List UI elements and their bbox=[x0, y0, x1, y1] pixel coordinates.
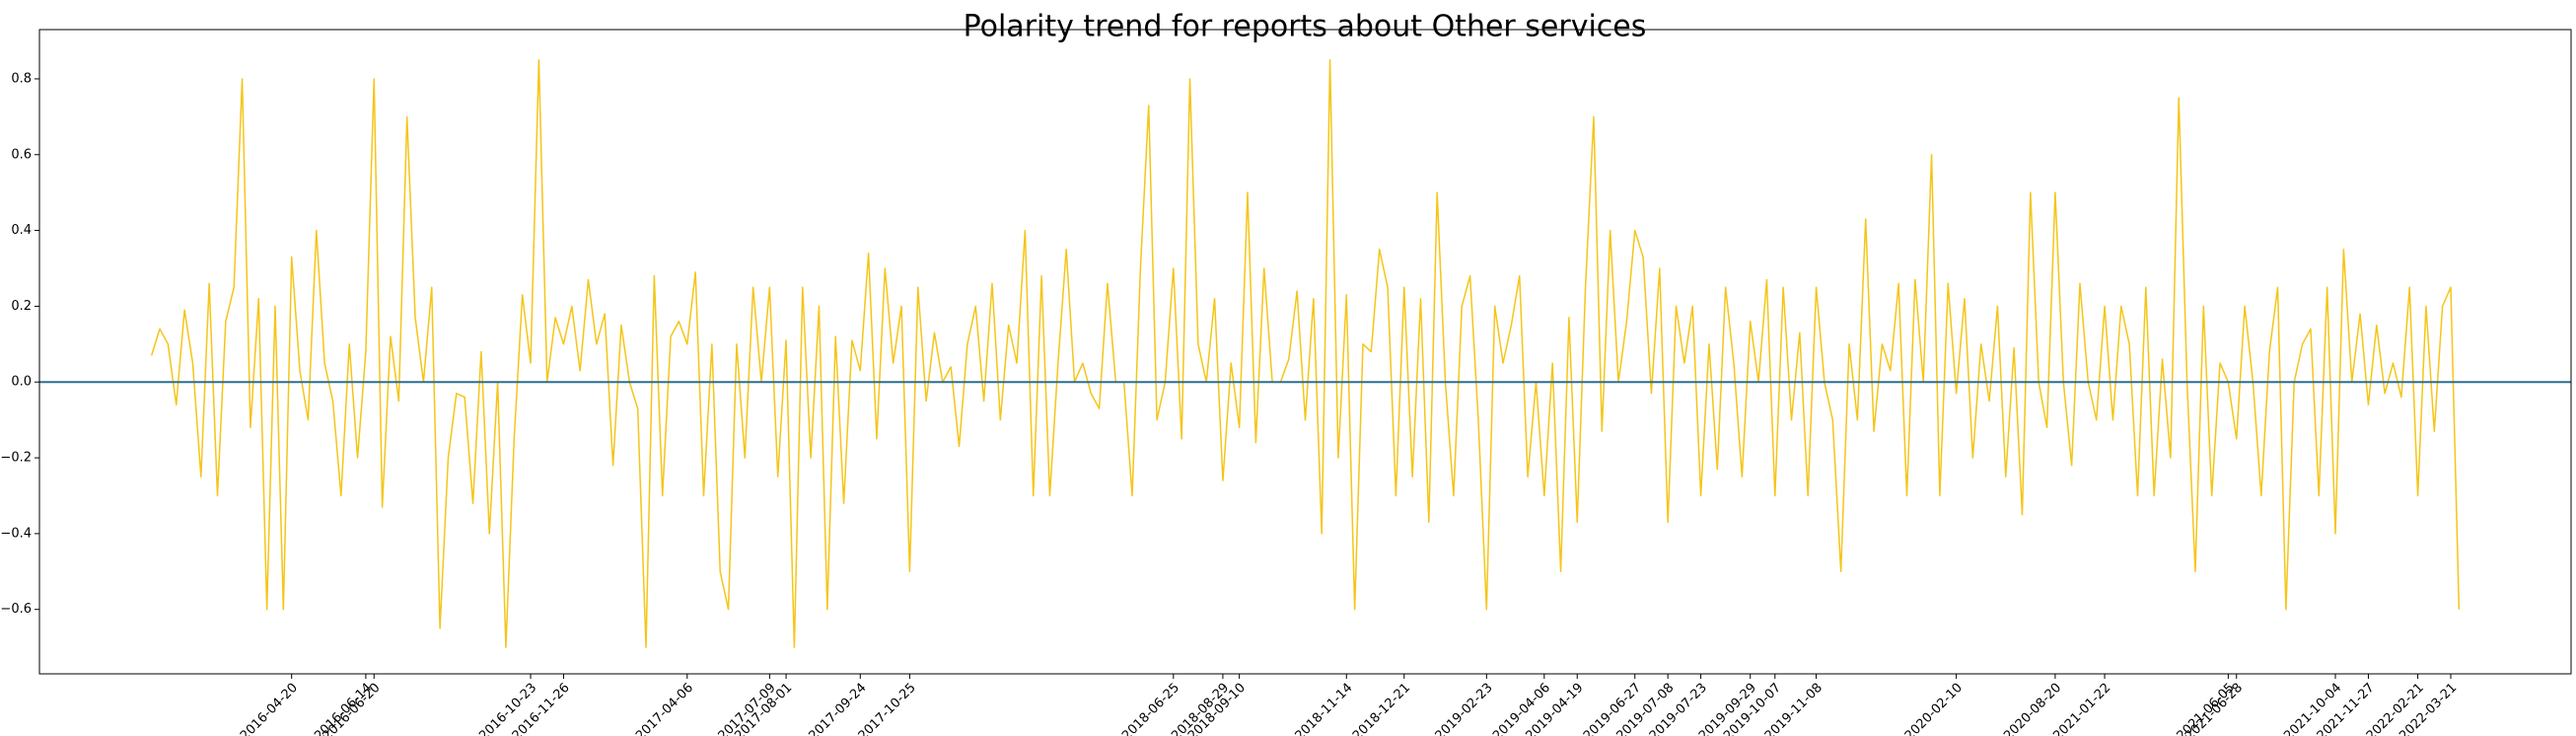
x-tick-label: 2017-04-06 bbox=[633, 681, 696, 736]
y-tick-label: 0.2 bbox=[11, 299, 32, 314]
x-tick-label: 2016-04-20 bbox=[238, 681, 301, 736]
x-tick-label: 2021-06-28 bbox=[2182, 681, 2246, 736]
y-tick-label: 0.0 bbox=[11, 375, 32, 390]
x-tick-label: 2019-02-23 bbox=[1433, 681, 1496, 736]
plot-frame bbox=[38, 29, 2572, 675]
y-tick-label: −0.4 bbox=[0, 526, 32, 541]
x-tick-label: 2016-06-20 bbox=[321, 681, 384, 736]
y-tick-label: 0.4 bbox=[11, 223, 32, 238]
chart-title: Polarity trend for reports about Other s… bbox=[964, 10, 1647, 44]
y-tick-label: 0.8 bbox=[11, 71, 32, 86]
y-tick-label: 0.6 bbox=[11, 147, 32, 162]
x-tick-label: 2018-11-14 bbox=[1293, 681, 1356, 736]
y-tick-label: −0.2 bbox=[0, 451, 32, 466]
y-tick-label: −0.6 bbox=[0, 602, 32, 617]
polarity-line bbox=[150, 58, 2461, 648]
x-tick-label: 2018-12-21 bbox=[1350, 681, 1413, 736]
x-tick-label: 2020-02-10 bbox=[1902, 681, 1966, 736]
